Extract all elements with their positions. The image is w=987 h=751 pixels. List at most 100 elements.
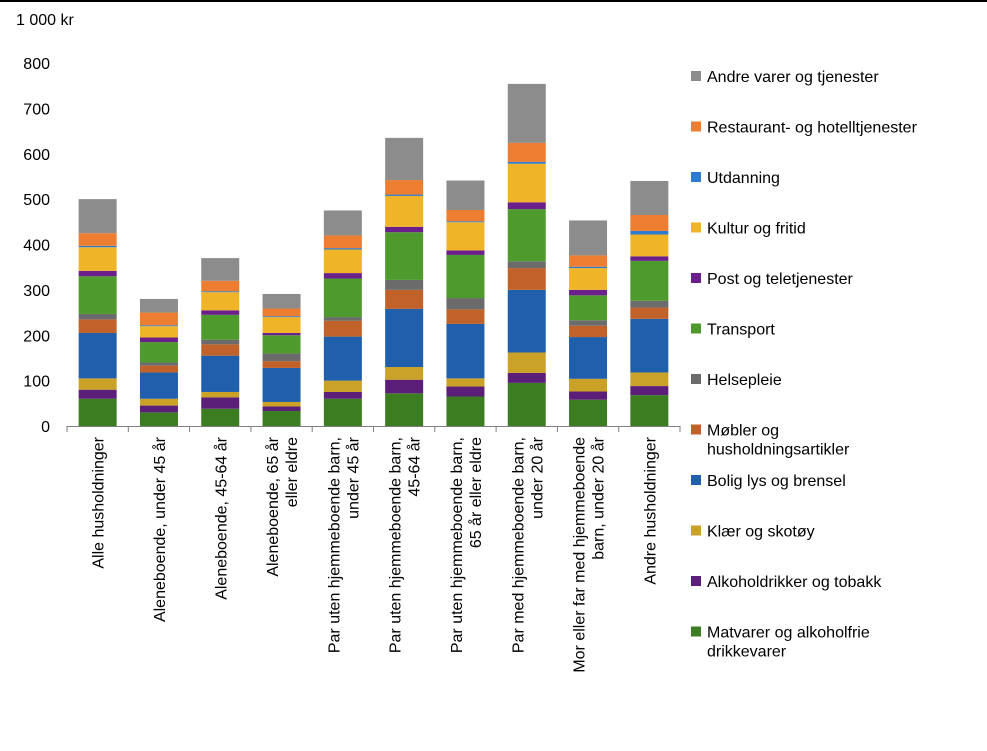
bar-segment	[78, 245, 117, 248]
y-tick-label: 700	[23, 101, 50, 118]
bar-segment	[507, 202, 546, 210]
bar-segment	[630, 307, 669, 319]
bar-segment	[262, 353, 301, 362]
legend-label: Andre varer og tjenester	[707, 69, 879, 86]
legend-swatch	[691, 323, 701, 334]
bar-segment	[139, 337, 178, 343]
legend-label: Alkoholdrikker og tobakk	[707, 574, 882, 591]
bar-segment	[630, 372, 669, 387]
bar-segment	[630, 230, 669, 235]
bar-segment	[201, 258, 240, 281]
bar-segment	[201, 355, 240, 392]
bar-segment	[630, 215, 669, 231]
bar-segment	[385, 180, 424, 195]
bar-segment	[323, 398, 362, 426]
category-label: Aleneboende, under 45 år	[151, 436, 169, 622]
legend-label: Matvarer og alkoholfrie	[707, 625, 870, 642]
bar-segment	[385, 195, 424, 227]
legend-label: Kultur og fritid	[707, 221, 806, 238]
bar-segment	[78, 319, 117, 333]
legend-label: Utdanning	[707, 170, 780, 187]
bar-segment	[385, 232, 424, 280]
y-tick-label: 300	[23, 283, 50, 300]
y-tick-label: 100	[23, 374, 50, 391]
bar-segment	[262, 332, 301, 336]
bar-segment	[78, 332, 117, 379]
category-label-line: Aleneboende, 45-64 år	[212, 436, 230, 599]
legend-label: Post og teletjenester	[707, 271, 854, 288]
bar-segment	[139, 342, 178, 363]
category-label: Par med hjemmeboende barn, under 20 år	[510, 436, 546, 653]
category-label-line: under 45 år	[344, 436, 362, 519]
bar-segment	[201, 339, 240, 345]
bar-segment	[201, 397, 240, 409]
bar-segment	[323, 320, 362, 337]
legend-item: Kultur og fritid	[691, 221, 806, 238]
legend-swatch	[691, 121, 701, 132]
bar-segment	[78, 233, 117, 246]
legend-swatch	[691, 475, 701, 485]
bar-segment	[507, 261, 546, 269]
bar-segment	[446, 180, 485, 211]
category-label-line: 65 år eller eldre	[467, 437, 485, 548]
bar-segment	[446, 386, 485, 397]
bar-segment	[262, 316, 301, 318]
legend-swatch	[691, 222, 701, 233]
bars	[78, 83, 669, 426]
bar-segment	[78, 313, 117, 320]
bar-segment	[262, 406, 301, 412]
legend-item: Helsepleie	[691, 372, 782, 389]
bar-segment	[78, 276, 117, 314]
bar-segment	[630, 260, 669, 301]
unit-label: 1 000 kr	[16, 12, 74, 29]
category-label: Aleneboende, 45-64 år	[212, 436, 230, 599]
bar-segment	[569, 320, 608, 326]
bar-segment	[323, 380, 362, 392]
category-label: Andre husholdninger	[642, 436, 659, 584]
bar-segment	[385, 194, 424, 196]
legend-swatch	[691, 626, 701, 637]
y-tick-label: 200	[23, 328, 50, 345]
bar-segment	[507, 161, 546, 164]
bar-segment	[630, 234, 669, 257]
legend-item: Bolig lys og brensel	[691, 473, 846, 490]
bar-segment	[323, 391, 362, 399]
legend-item: Restaurant- og hotelltjenester	[691, 120, 918, 137]
bar-segment	[323, 248, 362, 250]
bar-segment	[262, 317, 301, 333]
bar-segment	[262, 335, 301, 354]
bar-segment	[446, 250, 485, 255]
bar-segment	[507, 83, 546, 143]
x-axis: Alle husholdninger Aleneboende, under 45 …	[66, 426, 681, 673]
bar-segment	[262, 411, 301, 426]
bar-segment	[201, 280, 240, 292]
category-label-line: barn, under 20 år	[590, 436, 608, 559]
bar-segment	[446, 396, 485, 426]
bar-segment	[139, 372, 178, 399]
bar-segment	[323, 210, 362, 236]
bar-segment	[385, 379, 424, 394]
category-label: Par uten hjemmeboende barn, 45-64 år	[388, 436, 424, 653]
bar-segment	[323, 317, 362, 321]
bar-segment	[569, 378, 608, 392]
category-label: Par uten hjemmeboende barn, 65 år eller e…	[449, 437, 485, 653]
bar-segment	[385, 367, 424, 380]
bar-segment	[507, 163, 546, 203]
legend-item: Transport	[691, 322, 775, 339]
legend-label: Klær og skotøy	[707, 524, 815, 541]
legend-label: Helsepleie	[707, 372, 782, 389]
y-tick-label: 0	[41, 419, 50, 436]
category-label-line: Aleneboende, 65 år	[264, 436, 282, 576]
category-label-line: under 20 år	[528, 436, 546, 519]
bar-segment	[385, 308, 424, 368]
bar-segment	[385, 226, 424, 233]
bar-segment	[262, 293, 301, 309]
category-label-line: eller eldre	[284, 437, 301, 507]
legend-swatch	[691, 71, 701, 81]
y-tick-label: 600	[23, 147, 50, 164]
bar-segment	[139, 326, 178, 338]
y-tick-label: 500	[23, 192, 50, 209]
bar-segment	[139, 398, 178, 406]
bar-segment	[201, 310, 240, 315]
